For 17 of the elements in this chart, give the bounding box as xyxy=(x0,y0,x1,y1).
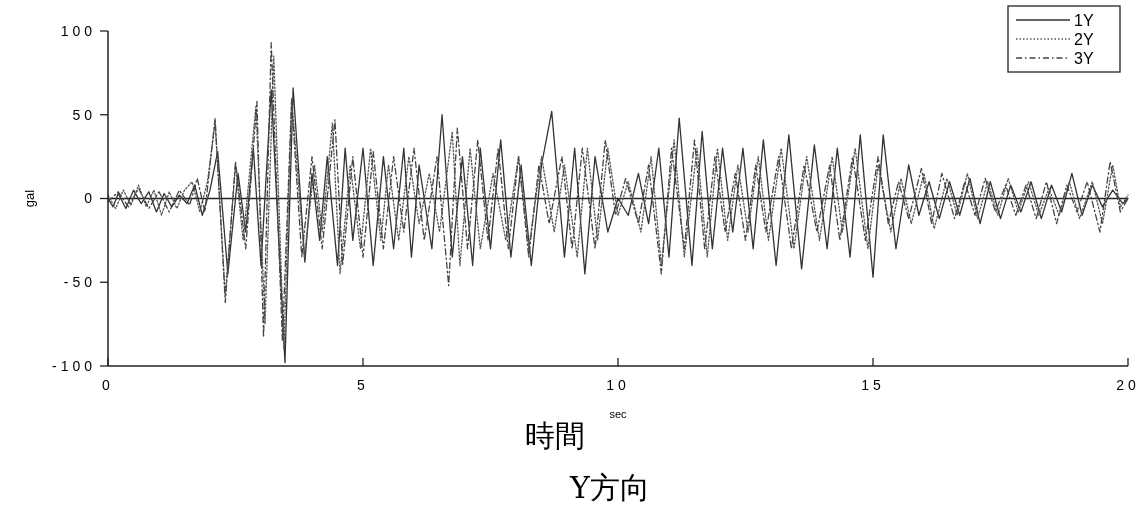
text: sec xyxy=(609,408,628,420)
y-axis-title: gal xyxy=(22,189,37,208)
y-tick-label: -50 xyxy=(63,274,96,291)
x-axis-title: 時間 xyxy=(525,418,585,453)
x-tick-label: 15 xyxy=(861,377,885,393)
x-tick-label: 20 xyxy=(1116,377,1140,393)
legend-label: 1Y xyxy=(1074,11,1094,29)
legend-label: 2Y xyxy=(1074,30,1094,48)
x-tick-label: 5 xyxy=(357,377,369,393)
y-tick-label: 0 xyxy=(84,190,96,207)
y-tick-label: -100 xyxy=(51,357,96,374)
y-tick-label: 100 xyxy=(60,22,96,39)
text: Y方向 xyxy=(569,470,650,505)
x-tick-label: 10 xyxy=(606,377,630,393)
x-tick-label: 0 xyxy=(102,377,114,393)
legend-label: 3Y xyxy=(1074,49,1094,67)
y-tick-label: 50 xyxy=(72,106,96,123)
